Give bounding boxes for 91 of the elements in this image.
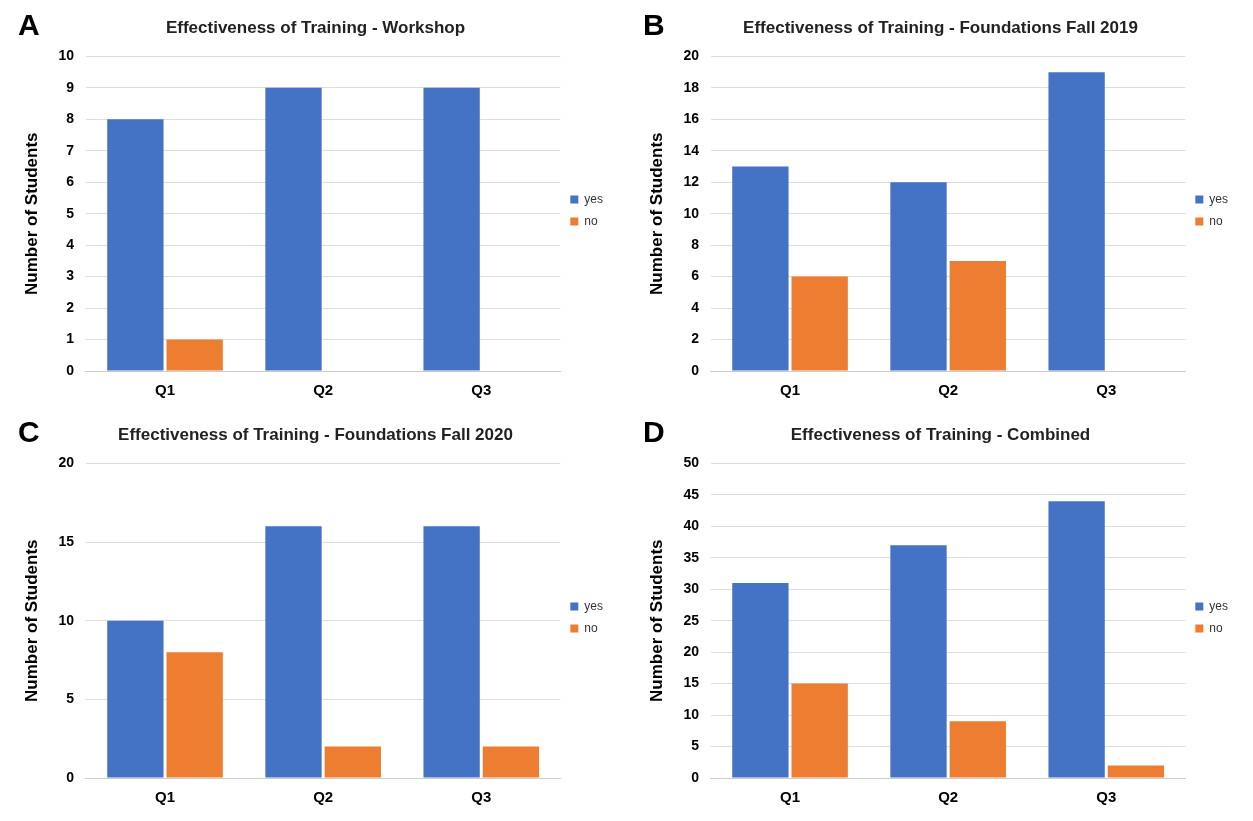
bar	[107, 119, 164, 371]
bar	[732, 166, 789, 371]
bar	[324, 746, 381, 778]
legend-label: yes	[1209, 598, 1229, 613]
y-tick-label: 20	[683, 47, 700, 64]
bar	[423, 87, 480, 371]
x-tick-label: Q2	[938, 788, 959, 806]
y-tick-label: 6	[691, 267, 700, 284]
y-tick-label: 45	[683, 485, 700, 502]
bar	[107, 620, 164, 778]
y-tick-label: 10	[683, 705, 700, 722]
y-tick-label: 35	[683, 548, 700, 565]
chart-title: Effectiveness of Training - Workshop	[165, 17, 466, 37]
bar	[949, 260, 1006, 371]
bar	[166, 339, 223, 371]
y-tick-label: 20	[58, 454, 75, 471]
text: A	[18, 8, 40, 42]
y-tick-label: 8	[691, 236, 700, 253]
y-tick-label: 30	[683, 580, 700, 597]
y-tick-label: 25	[683, 611, 700, 628]
chart-title: Effectiveness of Training - Foundations Fall 2020	[118, 424, 513, 444]
y-tick-label: 4	[66, 236, 75, 253]
chart-title: Effectiveness of Training - Foundations Fall 2019	[743, 17, 1138, 37]
y-tick-label: 10	[683, 204, 700, 221]
x-tick-label: Q1	[780, 788, 801, 806]
bar	[423, 526, 480, 778]
legend-label: yes	[584, 598, 604, 613]
x-tick-label: Q1	[155, 788, 176, 806]
y-tick-label: 9	[66, 78, 75, 95]
y-tick-label: 14	[683, 141, 700, 158]
y-tick-label: 0	[66, 361, 75, 378]
legend-label: yes	[584, 191, 604, 206]
legend-label: yes	[1209, 191, 1229, 206]
y-tick-label: 15	[58, 532, 75, 549]
x-tick-label: Q2	[313, 788, 334, 806]
y-axis-title: Number of Students	[21, 132, 41, 295]
y-tick-label: 12	[683, 173, 700, 190]
x-tick-label: Q1	[155, 381, 176, 399]
y-tick-label: 8	[66, 110, 75, 127]
y-tick-label: 0	[691, 768, 700, 785]
bar	[166, 652, 223, 778]
x-tick-label: Q3	[1096, 381, 1117, 399]
bar	[791, 683, 848, 778]
y-tick-label: 10	[58, 611, 75, 628]
y-tick-label: 2	[66, 298, 75, 315]
y-axis-title: Number of Students	[646, 539, 666, 702]
y-tick-label: 50	[683, 454, 700, 471]
legend-label: no	[1209, 213, 1223, 228]
bar	[482, 746, 540, 778]
y-tick-label: 40	[683, 517, 700, 534]
legend-label: no	[584, 620, 598, 635]
bar	[732, 582, 789, 778]
y-tick-label: 5	[691, 737, 700, 754]
y-tick-label: 5	[66, 690, 75, 707]
bar	[265, 87, 322, 371]
legend-label: no	[584, 213, 598, 228]
bar	[265, 526, 322, 778]
y-tick-label: 1	[66, 330, 75, 347]
y-tick-label: 3	[66, 267, 75, 284]
x-tick-label: Q3	[1096, 788, 1117, 806]
y-axis-title: Number of Students	[21, 539, 41, 702]
bar	[1048, 501, 1105, 778]
x-tick-label: Q3	[471, 381, 492, 399]
text: B	[643, 8, 665, 42]
x-tick-label: Q1	[780, 381, 801, 399]
y-tick-label: 18	[683, 78, 700, 95]
y-tick-label: 10	[58, 47, 75, 64]
x-tick-label: Q2	[938, 381, 959, 399]
y-tick-label: 7	[66, 141, 75, 158]
bar	[1107, 765, 1165, 778]
bar	[890, 545, 947, 778]
bar	[949, 721, 1006, 778]
bar	[890, 182, 947, 371]
x-tick-label: Q2	[313, 381, 334, 399]
chart-title: Effectiveness of Training - Combined	[790, 424, 1091, 444]
y-tick-label: 4	[691, 298, 700, 315]
y-tick-label: 0	[691, 361, 700, 378]
y-tick-label: 5	[66, 204, 75, 221]
y-axis-title: Number of Students	[646, 132, 666, 295]
y-tick-label: 6	[66, 173, 75, 190]
text: C	[18, 415, 40, 449]
y-tick-label: 0	[66, 768, 75, 785]
bar	[791, 276, 848, 371]
legend-label: no	[1209, 620, 1223, 635]
y-tick-label: 16	[683, 110, 700, 127]
bar	[1048, 72, 1105, 371]
text: D	[643, 415, 665, 449]
y-tick-label: 20	[683, 643, 700, 660]
x-tick-label: Q3	[471, 788, 492, 806]
y-tick-label: 2	[691, 330, 700, 347]
y-tick-label: 15	[683, 674, 700, 691]
